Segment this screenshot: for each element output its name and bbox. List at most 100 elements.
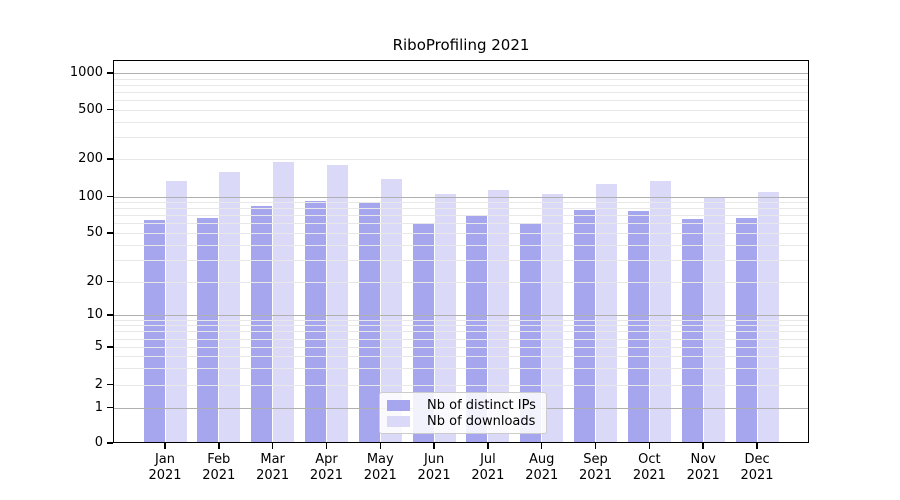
x-tick-mark bbox=[648, 443, 651, 449]
minor-gridline bbox=[113, 325, 809, 327]
minor-gridline bbox=[113, 347, 809, 348]
major-gridline bbox=[113, 315, 809, 316]
x-tick-label-aug: Aug 2021 bbox=[525, 452, 559, 483]
minor-gridline bbox=[113, 202, 809, 204]
minor-gridline bbox=[113, 137, 809, 139]
y-tick-mark bbox=[107, 346, 113, 348]
y-tick-label: 2 bbox=[94, 376, 103, 392]
y-tick-mark bbox=[107, 195, 113, 198]
x-tick-label-jun: Jun 2021 bbox=[417, 452, 451, 483]
y-tick-mark bbox=[107, 442, 113, 444]
y-tick-mark bbox=[107, 232, 113, 234]
bar-distinct-ips-mar bbox=[251, 206, 273, 443]
y-tick-label: 1 bbox=[94, 399, 103, 415]
major-gridline bbox=[113, 196, 809, 198]
y-tick-label: 5 bbox=[94, 339, 103, 354]
plot-area bbox=[113, 60, 809, 443]
x-tick-mark bbox=[218, 443, 220, 449]
minor-gridline bbox=[113, 384, 809, 386]
downloads-swatch-icon bbox=[387, 415, 410, 427]
x-tick-label-feb: Feb 2021 bbox=[202, 452, 236, 483]
minor-gridline bbox=[113, 338, 809, 340]
y-tick-label: 50 bbox=[86, 225, 103, 240]
x-tick-label-oct: Oct 2021 bbox=[632, 452, 666, 483]
minor-gridline bbox=[113, 367, 809, 369]
bar-distinct-ips-aug bbox=[520, 222, 542, 443]
bar-downloads-dec bbox=[757, 192, 779, 443]
bar-downloads-mar bbox=[273, 161, 295, 443]
bar-downloads-feb bbox=[219, 171, 241, 443]
chart-title: RiboProfiling 2021 bbox=[392, 36, 530, 54]
y-tick-mark bbox=[107, 108, 113, 111]
bar-distinct-ips-feb bbox=[197, 217, 219, 443]
y-tick-label: 0 bbox=[94, 435, 103, 450]
distinct-ips-swatch-icon bbox=[387, 399, 410, 411]
minor-gridline bbox=[113, 159, 809, 160]
y-tick-mark bbox=[107, 383, 113, 386]
legend-label-downloads: Nb of downloads bbox=[427, 413, 536, 429]
x-tick-mark bbox=[379, 443, 382, 449]
bar-downloads-sep bbox=[596, 184, 618, 443]
x-tick-mark bbox=[433, 443, 435, 449]
y-tick-mark bbox=[107, 158, 113, 160]
y-tick-mark bbox=[107, 406, 113, 409]
bar-downloads-aug bbox=[542, 194, 564, 443]
x-tick-label-nov: Nov 2021 bbox=[686, 452, 720, 483]
x-tick-label-may: May 2021 bbox=[363, 452, 397, 483]
bars-layer bbox=[113, 60, 809, 443]
bar-distinct-ips-may bbox=[358, 202, 380, 443]
minor-gridline bbox=[113, 78, 809, 80]
bar-downloads-apr bbox=[326, 164, 348, 443]
x-tick-label-apr: Apr 2021 bbox=[309, 452, 343, 483]
x-tick-mark bbox=[756, 443, 758, 449]
minor-gridline bbox=[113, 215, 809, 217]
minor-gridline bbox=[113, 208, 809, 210]
minor-gridline bbox=[113, 233, 809, 234]
gridlines-layer bbox=[113, 60, 809, 443]
minor-gridline bbox=[113, 319, 809, 321]
bar-downloads-nov bbox=[703, 196, 725, 443]
x-tick-mark bbox=[164, 443, 166, 449]
y-tick-mark bbox=[107, 280, 113, 283]
bar-distinct-ips-nov bbox=[681, 219, 703, 443]
x-tick-label-mar: Mar 2021 bbox=[256, 452, 290, 483]
y-tick-label: 200 bbox=[78, 151, 103, 166]
y-tick-label: 20 bbox=[86, 273, 103, 289]
x-tick-mark bbox=[540, 443, 543, 449]
y-tick-label: 10 bbox=[86, 307, 103, 322]
minor-gridline bbox=[113, 356, 809, 358]
y-tick-label: 1000 bbox=[69, 65, 103, 80]
x-tick-mark bbox=[325, 443, 328, 449]
legend-item-distinct-ips: Nb of distinct IPs bbox=[387, 398, 538, 413]
bar-downloads-jun bbox=[434, 194, 456, 443]
minor-gridline bbox=[113, 84, 809, 86]
minor-gridline bbox=[113, 331, 809, 333]
bar-distinct-ips-jul bbox=[466, 214, 488, 443]
minor-gridline bbox=[113, 244, 809, 246]
x-tick-label-dec: Dec 2021 bbox=[740, 452, 774, 483]
minor-gridline bbox=[113, 223, 809, 225]
bar-distinct-ips-jun bbox=[412, 222, 434, 443]
x-tick-mark bbox=[594, 443, 597, 449]
y-tick-mark bbox=[107, 72, 113, 74]
x-tick-label-jan: Jan 2021 bbox=[148, 452, 182, 483]
x-tick-mark bbox=[702, 443, 704, 449]
bar-downloads-oct bbox=[649, 181, 671, 443]
minor-gridline bbox=[113, 109, 809, 111]
minor-gridline bbox=[113, 91, 809, 93]
minor-gridline bbox=[113, 121, 809, 123]
x-tick-label-jul: Jul 2021 bbox=[471, 452, 505, 483]
legend: Nb of distinct IPs Nb of downloads bbox=[379, 392, 547, 434]
legend-item-downloads: Nb of downloads bbox=[387, 414, 538, 429]
bar-downloads-jan bbox=[165, 181, 187, 443]
minor-gridline bbox=[113, 260, 809, 262]
x-tick-mark bbox=[271, 443, 274, 449]
legend-label-distinct-ips: Nb of distinct IPs bbox=[427, 397, 536, 413]
minor-gridline bbox=[113, 281, 809, 283]
x-tick-mark bbox=[487, 443, 489, 449]
x-tick-label-sep: Sep 2021 bbox=[579, 452, 613, 483]
major-gridline bbox=[113, 73, 809, 74]
bar-distinct-ips-apr bbox=[304, 200, 326, 443]
y-tick-label: 500 bbox=[78, 101, 103, 117]
